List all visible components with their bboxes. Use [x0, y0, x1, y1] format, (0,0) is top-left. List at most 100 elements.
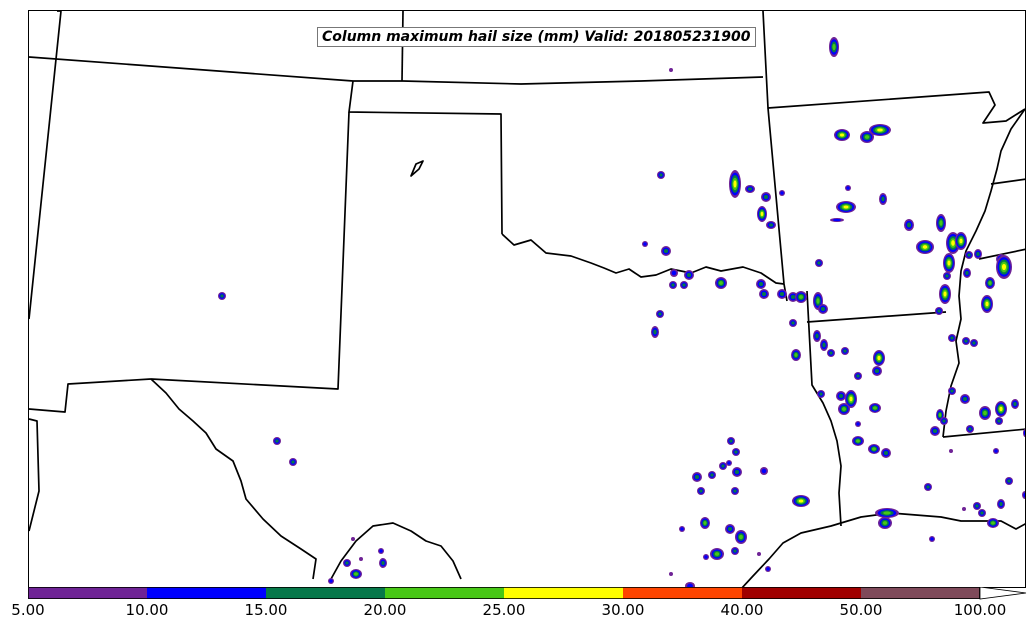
- hail-cell: [939, 284, 951, 304]
- hail-cell: [949, 449, 953, 453]
- boundary-ok-ar: [767, 107, 788, 302]
- hail-cell: [996, 255, 1012, 279]
- hail-cell: [881, 448, 891, 458]
- hail-cell-ring: [817, 261, 821, 265]
- hail-cell-ring: [714, 552, 720, 556]
- boundary-ks-mo: [762, 11, 1025, 124]
- hail-cell: [700, 517, 710, 529]
- hail-cell: [869, 403, 881, 413]
- hail-cell: [940, 417, 948, 425]
- hail-cell: [855, 421, 861, 427]
- hail-cell: [651, 326, 659, 338]
- hail-cell-ring: [699, 489, 703, 493]
- hail-cell-ring: [829, 351, 833, 355]
- hail-cell: [1022, 491, 1025, 499]
- hail-cell: [995, 401, 1007, 417]
- boundary-ar-la: [806, 311, 947, 323]
- colorbar-tick-labels: 5.00 10.00 15.00 20.00 25.00 30.00 40.00 50.00 1…: [0, 601, 1036, 623]
- colorbar-segment: [28, 587, 147, 599]
- hail-cell: [669, 572, 673, 576]
- hail-cell-ring: [950, 336, 954, 340]
- colorbar-tick-label: 20.00: [363, 601, 407, 619]
- hail-cell: [795, 291, 807, 303]
- colorbar-segment: [266, 587, 385, 599]
- hail-cell: [343, 559, 351, 567]
- hail-cell-ring: [816, 298, 820, 304]
- hail-cell: [904, 219, 914, 231]
- hail-cell-ring: [877, 355, 881, 361]
- colorbar-tick-label: 5.00: [11, 601, 45, 619]
- hail-cell: [719, 462, 727, 470]
- hail-cell: [1005, 477, 1013, 485]
- hail-cell-ring: [703, 521, 707, 525]
- hail-cell-ring: [329, 579, 333, 583]
- boundary-ms-al-north: [978, 248, 1025, 260]
- hail-cell: [875, 508, 899, 518]
- hail-cell-ring: [734, 450, 738, 454]
- hail-cell-ring: [965, 270, 969, 276]
- hail-cell-ring: [843, 349, 847, 353]
- hail-cell: [732, 448, 740, 456]
- boundary-la-ms: [942, 428, 1025, 438]
- hail-cell-ring: [843, 205, 849, 209]
- hail-cell-ring: [794, 353, 798, 357]
- hail-cell-ring: [932, 428, 938, 434]
- hail-cell: [779, 190, 785, 196]
- hail-cell: [815, 259, 823, 267]
- hail-cell-ring: [351, 537, 355, 541]
- hail-cell-ring: [757, 552, 761, 556]
- hail-cell: [679, 526, 685, 532]
- hail-cell: [820, 339, 828, 351]
- hail-cell: [836, 391, 846, 401]
- boundary-co-ut-line: [29, 11, 62, 320]
- hail-cell: [948, 334, 956, 342]
- hail-cell: [729, 170, 741, 198]
- hail-cell-ring: [275, 439, 279, 443]
- hail-cell: [813, 330, 821, 342]
- hail-cell-ring: [997, 419, 1001, 423]
- hail-cell-ring: [951, 240, 955, 246]
- hail-cell-ring: [727, 461, 731, 465]
- hail-cell: [350, 569, 362, 579]
- hail-cell: [987, 518, 999, 528]
- hail-cell: [697, 487, 705, 495]
- hail-cell-ring: [663, 248, 669, 254]
- hail-cell: [777, 289, 787, 299]
- hail-cell: [860, 131, 874, 143]
- colorbar-segment: [504, 587, 623, 599]
- hail-cell-ring: [839, 133, 845, 137]
- hail-cell: [680, 281, 688, 289]
- hail-cell: [965, 251, 973, 259]
- hail-cell-ring: [849, 396, 853, 402]
- hail-cell: [703, 554, 709, 560]
- hail-cell: [715, 277, 727, 289]
- hail-cell-ring: [939, 220, 943, 226]
- hail-cell: [757, 552, 761, 556]
- hail-cell: [974, 249, 982, 259]
- hail-cell: [929, 536, 935, 542]
- hail-cell-ring: [872, 447, 876, 451]
- hail-cell: [845, 185, 851, 191]
- hail-cell-ring: [964, 339, 968, 343]
- hail-cell-ring: [962, 396, 968, 402]
- hail-cell-ring: [942, 419, 946, 423]
- colorbar-tick-label: 50.00: [839, 601, 883, 619]
- hail-cell-ring: [381, 560, 385, 566]
- hail-cell: [661, 246, 671, 256]
- hail-cell-ring: [710, 473, 714, 477]
- hail-cell: [725, 524, 735, 534]
- hail-cell-ring: [733, 489, 737, 493]
- hail-cell-ring: [780, 191, 784, 195]
- hail-cell: [791, 349, 801, 361]
- hail-cell-ring: [856, 422, 860, 426]
- colorbar-segment: [385, 587, 504, 599]
- hail-cell-ring: [739, 534, 743, 540]
- hail-cell: [997, 499, 1005, 509]
- hail-cell-ring: [766, 567, 770, 571]
- hail-cell: [669, 68, 673, 72]
- colorbar-tick-label: 25.00: [482, 601, 526, 619]
- hail-cell: [218, 292, 226, 300]
- hail-cell-ring: [763, 194, 769, 200]
- hail-cell-ring: [947, 260, 951, 266]
- hail-cell-ring: [877, 128, 883, 132]
